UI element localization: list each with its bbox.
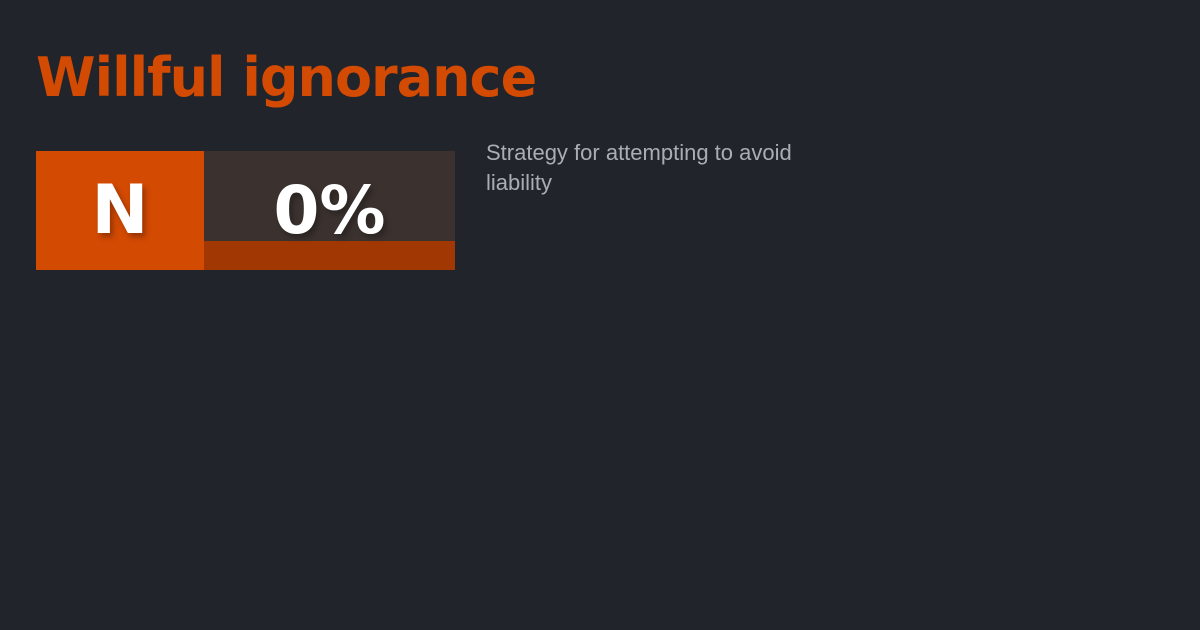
card-description: Strategy for attempting to avoid liabili…: [486, 140, 792, 195]
probability-badge: N 0%: [36, 151, 455, 270]
probability-panel: 0%: [204, 151, 455, 270]
progress-track: [204, 241, 455, 270]
probability-panel-background: [204, 151, 455, 241]
brand-logo-letter: N: [91, 170, 149, 250]
probability-value: 0%: [273, 171, 386, 249]
brand-logo: N: [36, 151, 204, 270]
page-title: Willful ignorance: [36, 46, 537, 109]
